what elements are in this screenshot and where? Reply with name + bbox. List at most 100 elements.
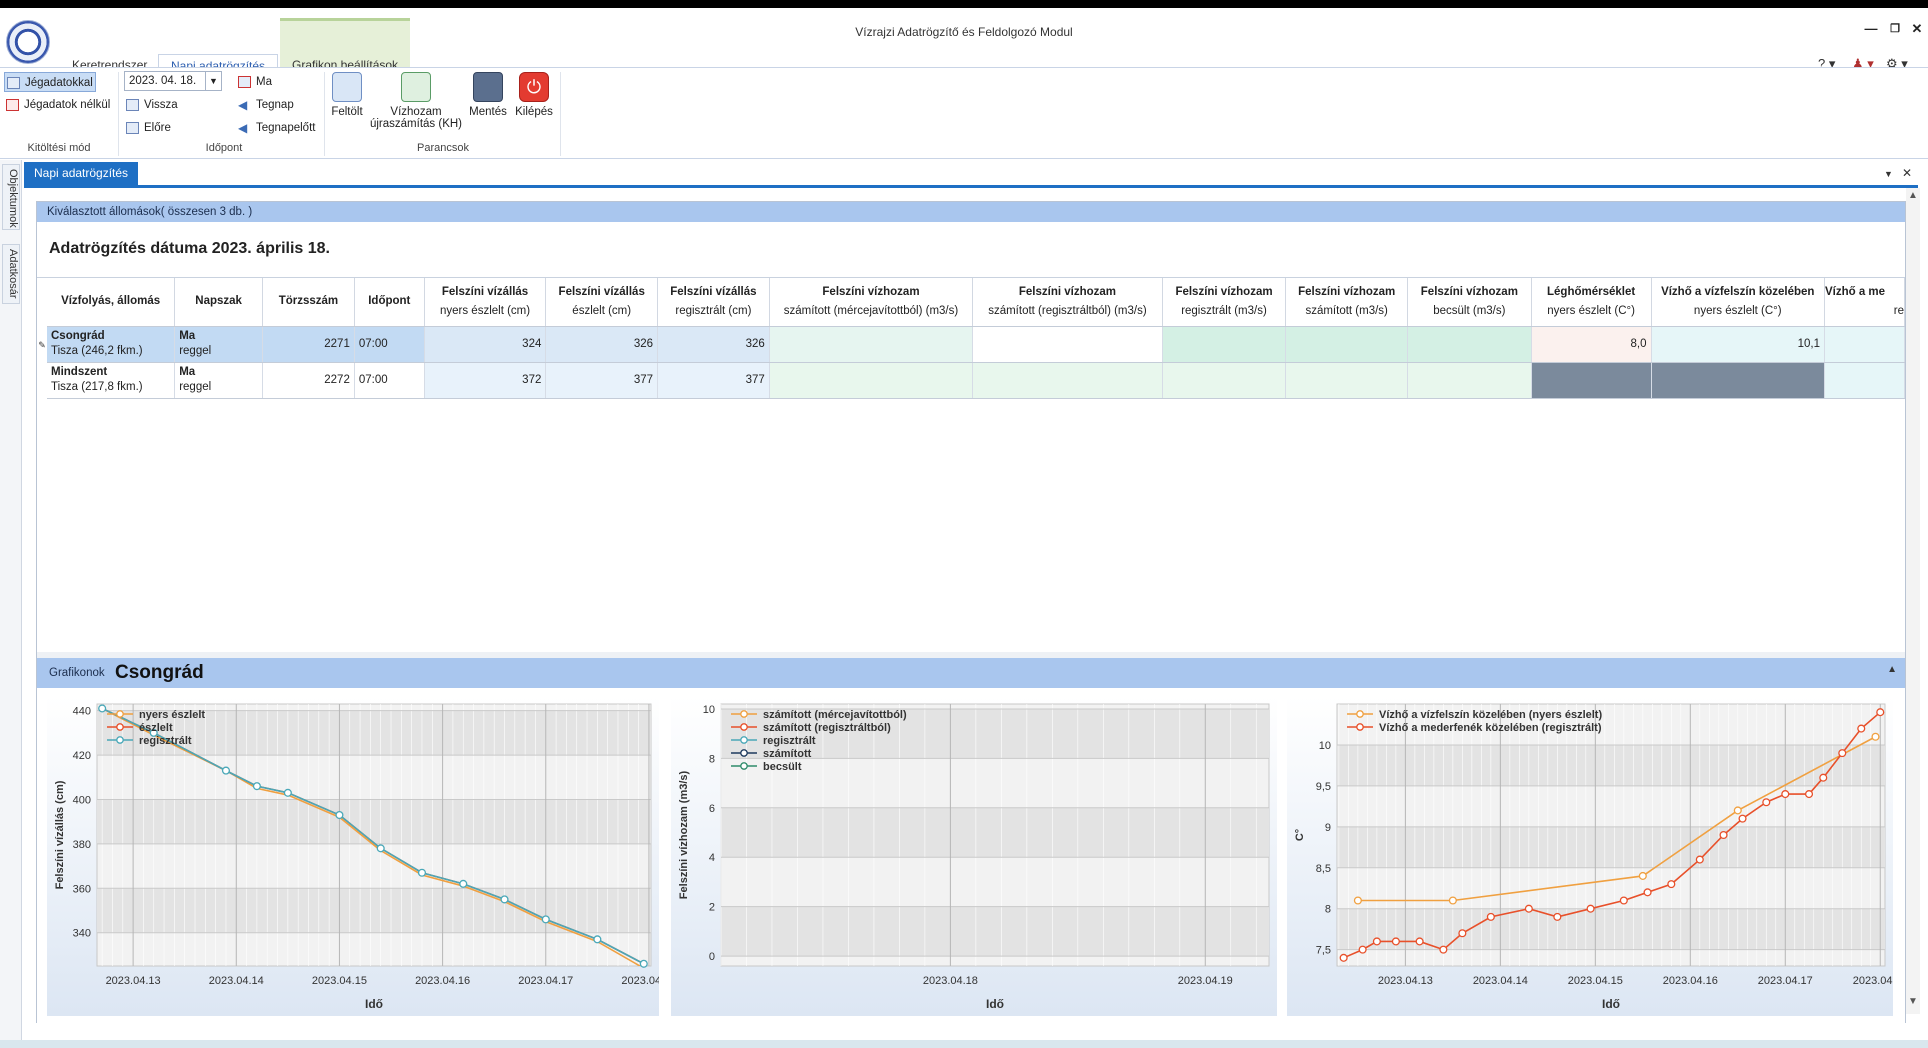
legend-entry[interactable]: számított (regisztráltból) xyxy=(763,722,891,734)
vizhozam-regisztralt-cell[interactable] xyxy=(1162,326,1287,363)
minimize-icon[interactable]: — xyxy=(1864,21,1878,36)
upload-button[interactable]: Feltölt xyxy=(328,72,366,118)
leghomerseklet-cell[interactable]: 8,0 xyxy=(1531,326,1652,363)
exit-button[interactable]: ⏻ Kilépés xyxy=(512,72,556,118)
vizallas-eszlelt-cell[interactable]: 377 xyxy=(545,362,659,399)
col-header-vizhozam-becsult[interactable]: Felszíni vízhozam becsült (m3/s) xyxy=(1407,278,1532,327)
col-header-torzsszam[interactable]: Törzsszám xyxy=(262,278,355,327)
grid-band xyxy=(721,906,1269,957)
legend-entry[interactable]: számított (mércejavítottból) xyxy=(763,709,907,721)
col-header-vizhozam-mercejav[interactable]: Felszíni vízhozam számított (mércejavítot… xyxy=(769,278,974,327)
data-point xyxy=(1781,790,1790,799)
col-header-vizhozam-szamitott[interactable]: Felszíni vízhozam számított (m3/s) xyxy=(1285,278,1409,327)
napszak-cell[interactable]: Ma reggel xyxy=(174,326,264,363)
vizhozam-becsult-cell[interactable] xyxy=(1407,326,1532,363)
panel-splitter[interactable] xyxy=(37,652,1905,658)
vizho-meder-cell[interactable] xyxy=(1824,362,1905,399)
legend-entry[interactable]: számított xyxy=(763,748,812,760)
scroll-up-icon[interactable]: ▲ xyxy=(1908,190,1918,201)
vizhozam-mercejav-cell[interactable] xyxy=(769,362,974,399)
restore-icon[interactable]: ❐ xyxy=(1890,23,1900,35)
back-button[interactable]: Vissza xyxy=(124,95,178,115)
col-header-napszak[interactable]: Napszak xyxy=(174,278,264,327)
col-header-vizallas-nyers[interactable]: Felszíni vízállás nyers észlelt (cm) xyxy=(424,278,547,327)
vizhozam-regisztralt-cell[interactable] xyxy=(1162,362,1287,399)
chevron-down-icon[interactable]: ▼ xyxy=(1884,169,1893,179)
x-tick-label: 2023.04.15 xyxy=(312,975,367,987)
data-point xyxy=(639,959,648,968)
yesterday-button[interactable]: ◀ Tegnap xyxy=(236,95,294,115)
col-header-vizallas-regisztralt[interactable]: Felszíni vízállás regisztrált (cm) xyxy=(657,278,770,327)
discharge-chart[interactable]: 0 2 4 6 8 10 2023.04.18 2023.04.19 Idő Felszíni v… xyxy=(671,696,1277,1016)
vizhozam-regbol-cell[interactable] xyxy=(972,326,1163,363)
legend-entry[interactable]: észlelt xyxy=(139,722,173,734)
col-header-leghomerseklet[interactable]: Léghőmérséklet nyers észlelt (C°) xyxy=(1531,278,1652,327)
station-cell[interactable]: Csongrád Tisza (246,2 fkm.) xyxy=(47,326,176,363)
forward-button[interactable]: Előre xyxy=(124,118,171,138)
col-header-station[interactable]: Vízfolyás, állomás xyxy=(47,278,176,327)
col-header-vizho-felszin[interactable]: Vízhő a vízfelszín közelében nyers észlel… xyxy=(1651,278,1825,327)
legend-entry[interactable]: nyers észlelt xyxy=(139,709,205,721)
vizallas-nyers-cell[interactable]: 372 xyxy=(424,362,547,399)
water-level-chart[interactable]: 340 360 380 400 420 440 2023.04.13 2023.04.14 20… xyxy=(47,696,659,1016)
col-header-vizhozam-regisztralt[interactable]: Felszíni vízhozam regisztrált (m3/s) xyxy=(1162,278,1287,327)
data-point xyxy=(98,704,107,713)
legend-entry[interactable]: Vízhő a vízfelszín közelében (nyers észl… xyxy=(1379,709,1602,721)
date-picker[interactable]: 2023. 04. 18. ▼ xyxy=(124,71,222,91)
vizhozam-regbol-cell[interactable] xyxy=(972,362,1163,399)
station-cell[interactable]: Mindszent Tisza (217,8 fkm.) xyxy=(47,362,176,399)
side-tab-adatkosar[interactable]: Adatkosár xyxy=(2,244,20,304)
doc-tab-napi-adatrogzites[interactable]: Napi adatrögzítés xyxy=(24,162,139,185)
legend-entry[interactable]: becsült xyxy=(763,761,802,773)
vizhozam-mercejav-cell[interactable] xyxy=(769,326,974,363)
with-ice-label: Jégadatokkal xyxy=(25,77,93,89)
side-tab-objektumok[interactable]: Objektumok xyxy=(2,164,20,230)
close-icon[interactable]: ✕ xyxy=(1911,21,1923,36)
table-row[interactable]: Csongrád Tisza (246,2 fkm.) Ma reggel 2271… xyxy=(47,326,1905,363)
without-ice-button[interactable]: Jégadatok nélkül xyxy=(4,95,110,115)
col-header-vizallas-eszlelt[interactable]: Felszíni vízállás észlelt (cm) xyxy=(545,278,659,327)
save-button[interactable]: Mentés xyxy=(466,72,510,118)
y-tick-label: 4 xyxy=(709,852,715,864)
vizallas-nyers-cell[interactable]: 324 xyxy=(424,326,547,363)
vizallas-eszlelt-cell[interactable]: 326 xyxy=(545,326,659,363)
vizho-felszin-cell[interactable] xyxy=(1651,362,1825,399)
chevron-down-icon[interactable]: ▼ xyxy=(205,72,221,90)
vizhozam-szamitott-cell[interactable] xyxy=(1285,326,1409,363)
close-icon[interactable]: ✕ xyxy=(1902,166,1913,180)
idopont-cell[interactable]: 07:00 xyxy=(354,326,425,363)
legend-entry[interactable]: regisztrált xyxy=(763,735,816,747)
legend-entry[interactable]: Vízhő a mederfenék közelében (regisztrál… xyxy=(1379,722,1602,734)
idopont-cell[interactable]: 07:00 xyxy=(354,362,425,399)
scroll-down-icon[interactable]: ▼ xyxy=(1908,996,1918,1007)
back-label: Vissza xyxy=(144,99,178,111)
vertical-scrollbar[interactable]: ▲ ▼ xyxy=(1906,188,1920,1014)
with-ice-button[interactable]: Jégadatokkal xyxy=(4,72,96,92)
vizallas-regisztralt-cell[interactable]: 377 xyxy=(657,362,770,399)
vizhozam-becsult-cell[interactable] xyxy=(1407,362,1532,399)
today-button[interactable]: Ma xyxy=(236,72,272,92)
col-header-vizhozam-regbol[interactable]: Felszíni vízhozam számított (regisztráltb… xyxy=(972,278,1163,327)
col-header-idopont[interactable]: Időpont xyxy=(354,278,425,327)
app-logo-icon[interactable] xyxy=(6,20,50,64)
document-tabs: Napi adatrögzítés ▼ ✕ xyxy=(24,162,1918,188)
napszak-cell[interactable]: Ma reggel xyxy=(174,362,264,399)
vizho-felszin-cell[interactable]: 10,1 xyxy=(1651,326,1825,363)
day-before-button[interactable]: ◀ Tegnapelőtt xyxy=(236,118,315,138)
vizhozam-szamitott-cell[interactable] xyxy=(1285,362,1409,399)
recalc-button[interactable]: Vízhozam újraszámítás (KH) xyxy=(368,72,464,130)
col-header-vizho-meder[interactable]: Vízhő a me re xyxy=(1824,278,1905,327)
back-icon xyxy=(126,99,139,111)
vizallas-regisztralt-cell[interactable]: 326 xyxy=(657,326,770,363)
legend-entry[interactable]: regisztrált xyxy=(139,735,192,747)
collapse-icon[interactable]: ▲ xyxy=(1887,664,1897,675)
x-tick-label: 2023.04.17 xyxy=(518,975,573,987)
vizho-meder-cell[interactable] xyxy=(1824,326,1905,363)
torzsszam-cell[interactable]: 2271 xyxy=(262,326,355,363)
water-temperature-chart[interactable]: 7,5 8 8,5 9 9,5 10 2023.04.13 2023.04.14 2023.04… xyxy=(1287,696,1893,1016)
y-tick-label: 340 xyxy=(73,928,91,940)
leghomerseklet-cell[interactable] xyxy=(1531,362,1652,399)
table-row[interactable]: Mindszent Tisza (217,8 fkm.) Ma reggel 227… xyxy=(47,362,1905,399)
title-bar: Vízrajzi Adatrögzítő és Feldolgozó Modul… xyxy=(0,8,1928,76)
torzsszam-cell[interactable]: 2272 xyxy=(262,362,355,399)
